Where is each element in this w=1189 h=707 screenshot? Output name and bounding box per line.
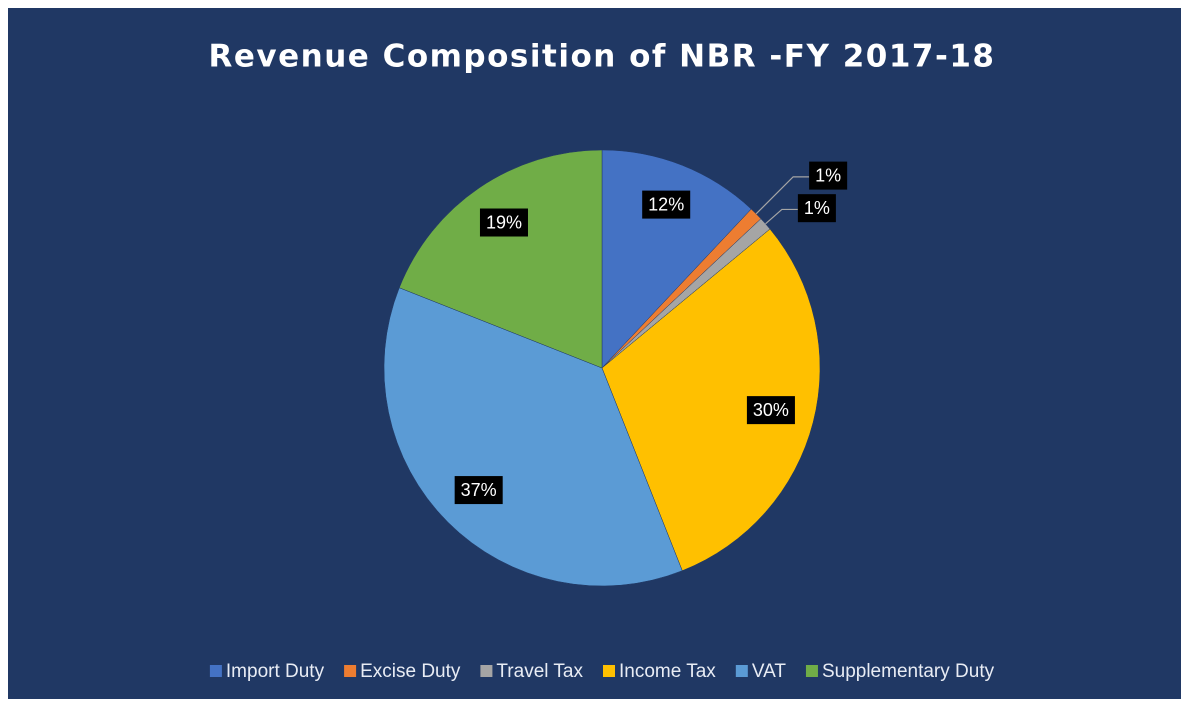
pie-slice	[601, 149, 752, 369]
pie-slice	[601, 228, 821, 572]
legend-label: Excise Duty	[360, 661, 461, 682]
data-label-box	[642, 190, 691, 219]
data-label-box	[746, 396, 795, 425]
legend-label: Income Tax	[619, 661, 716, 682]
data-label: 19%	[486, 213, 522, 233]
pie-slice	[383, 287, 683, 587]
legend-swatch	[209, 665, 222, 677]
legend-label: Travel Tax	[496, 661, 583, 682]
legend: Import Duty Excise Duty Travel Tax Income T…	[209, 661, 995, 682]
leader-line	[755, 176, 810, 215]
data-label: 1%	[804, 198, 830, 218]
data-label-box	[479, 208, 528, 237]
data-label-box	[454, 476, 503, 505]
legend-swatch	[805, 665, 818, 677]
chart-title: Revenue Composition of NBR -FY 2017-18	[209, 39, 996, 75]
legend-label: Import Duty	[226, 661, 325, 682]
legend-swatch	[344, 665, 357, 677]
legend-swatch	[603, 665, 615, 677]
leader-line	[765, 208, 798, 225]
legend-label: VAT	[752, 661, 787, 682]
data-label: 30%	[753, 400, 789, 420]
legend-swatch	[735, 665, 748, 677]
pie-slice	[398, 149, 603, 369]
data-label-box	[797, 194, 836, 223]
data-label: 37%	[461, 480, 497, 500]
legend-swatch	[480, 665, 493, 677]
data-label: 1%	[815, 166, 841, 186]
data-label: 12%	[648, 195, 684, 215]
data-label-box	[809, 161, 848, 190]
legend-label: Supplementary Duty	[822, 661, 995, 682]
